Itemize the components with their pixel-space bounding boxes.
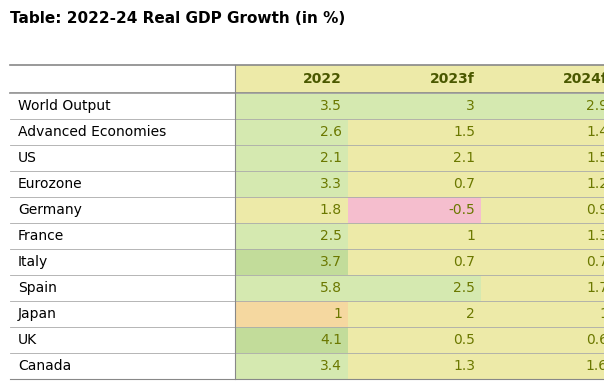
Bar [348, 145, 481, 171]
Text: Italy: Italy [18, 255, 48, 269]
Bar [481, 353, 604, 379]
Text: 4.1: 4.1 [320, 333, 342, 347]
Text: 3: 3 [466, 99, 475, 113]
Text: 1.7: 1.7 [586, 281, 604, 295]
Bar [10, 171, 235, 197]
Text: 0.7: 0.7 [586, 255, 604, 269]
Text: Canada: Canada [18, 359, 71, 373]
Text: Advanced Economies: Advanced Economies [18, 125, 166, 139]
Bar [10, 301, 235, 327]
Text: 0.6: 0.6 [586, 333, 604, 347]
Bar [235, 353, 348, 379]
Bar [348, 223, 481, 249]
Bar [235, 145, 348, 171]
Bar [10, 197, 235, 223]
Text: 0.7: 0.7 [453, 177, 475, 191]
Bar [235, 171, 348, 197]
Bar [481, 275, 604, 301]
Text: 1: 1 [599, 307, 604, 321]
Bar [348, 197, 481, 223]
Bar [348, 119, 481, 145]
Text: 0.5: 0.5 [453, 333, 475, 347]
Text: Japan: Japan [18, 307, 57, 321]
Bar [10, 249, 235, 275]
Bar [481, 197, 604, 223]
Text: 2022: 2022 [303, 72, 342, 86]
Text: 2.6: 2.6 [320, 125, 342, 139]
Text: 2: 2 [466, 307, 475, 321]
Text: 1.3: 1.3 [453, 359, 475, 373]
Bar [481, 119, 604, 145]
Bar [481, 171, 604, 197]
Bar [235, 275, 348, 301]
Bar [10, 275, 235, 301]
Text: 2.1: 2.1 [453, 151, 475, 165]
Bar [481, 301, 604, 327]
Text: 1: 1 [333, 307, 342, 321]
Text: 2024f: 2024f [563, 72, 604, 86]
Text: 2.5: 2.5 [453, 281, 475, 295]
Bar [481, 93, 604, 119]
Text: World Output: World Output [18, 99, 111, 113]
Bar [481, 327, 604, 353]
Bar [10, 223, 235, 249]
Bar [10, 65, 235, 93]
Bar [235, 301, 348, 327]
Bar [348, 275, 481, 301]
Bar [10, 93, 235, 119]
Text: 2023f: 2023f [430, 72, 475, 86]
Text: 3.3: 3.3 [320, 177, 342, 191]
Bar [481, 65, 604, 93]
Text: 1.2: 1.2 [586, 177, 604, 191]
Bar [481, 249, 604, 275]
Bar [235, 93, 348, 119]
Text: 2.5: 2.5 [320, 229, 342, 243]
Text: 1.3: 1.3 [586, 229, 604, 243]
Text: 2.1: 2.1 [320, 151, 342, 165]
Text: Spain: Spain [18, 281, 57, 295]
Bar [235, 223, 348, 249]
Bar [235, 327, 348, 353]
Text: US: US [18, 151, 37, 165]
Bar [10, 353, 235, 379]
Text: 1.6: 1.6 [586, 359, 604, 373]
Text: 1.5: 1.5 [453, 125, 475, 139]
Bar [481, 145, 604, 171]
Bar [10, 145, 235, 171]
Text: Germany: Germany [18, 203, 82, 217]
Bar [235, 197, 348, 223]
Text: 1.5: 1.5 [586, 151, 604, 165]
Bar [235, 65, 348, 93]
Bar [10, 327, 235, 353]
Bar [481, 223, 604, 249]
Text: France: France [18, 229, 64, 243]
Text: Eurozone: Eurozone [18, 177, 83, 191]
Text: -0.5: -0.5 [448, 203, 475, 217]
Text: 0.9: 0.9 [586, 203, 604, 217]
Bar [348, 327, 481, 353]
Text: 1.8: 1.8 [320, 203, 342, 217]
Bar [348, 65, 481, 93]
Text: 3.5: 3.5 [320, 99, 342, 113]
Text: 5.8: 5.8 [320, 281, 342, 295]
Bar [348, 171, 481, 197]
Text: 3.7: 3.7 [320, 255, 342, 269]
Text: Table: 2022-24 Real GDP Growth (in %): Table: 2022-24 Real GDP Growth (in %) [10, 11, 345, 25]
Text: UK: UK [18, 333, 37, 347]
Text: 0.7: 0.7 [453, 255, 475, 269]
Text: 3.4: 3.4 [320, 359, 342, 373]
Bar [348, 249, 481, 275]
Bar [235, 119, 348, 145]
Bar [348, 93, 481, 119]
Text: 2.9: 2.9 [586, 99, 604, 113]
Text: 1.4: 1.4 [586, 125, 604, 139]
Bar [235, 249, 348, 275]
Bar [348, 353, 481, 379]
Bar [10, 119, 235, 145]
Bar [348, 301, 481, 327]
Text: 1: 1 [466, 229, 475, 243]
